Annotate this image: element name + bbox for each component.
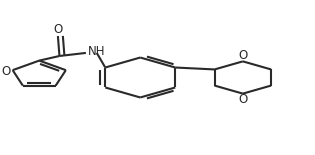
- Text: O: O: [238, 93, 248, 106]
- Text: NH: NH: [88, 45, 105, 58]
- Text: O: O: [53, 23, 62, 36]
- Text: O: O: [1, 65, 10, 78]
- Text: O: O: [238, 49, 248, 62]
